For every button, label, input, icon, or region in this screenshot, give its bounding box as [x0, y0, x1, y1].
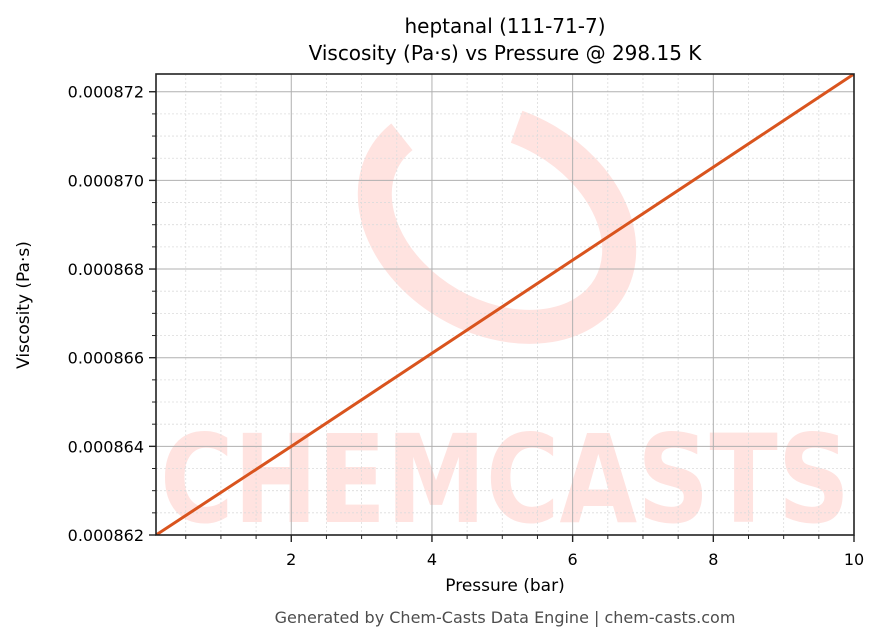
- y-axis-tick-labels: 0.000862 0.000864 0.000866 0.000868 0.000870…: [68, 83, 144, 545]
- y-tick-label: 0.000868: [68, 260, 144, 279]
- data-series: [156, 74, 854, 535]
- y-tick-label: 0.000864: [68, 437, 144, 456]
- x-tick-label: 10: [844, 550, 864, 569]
- plot-frame: [155, 73, 855, 536]
- axis-ticks: [149, 91, 855, 542]
- viscosity-line: [156, 74, 854, 535]
- y-tick-label: 0.000870: [68, 171, 144, 190]
- chart-title: heptanal (111-71-7): [404, 14, 606, 38]
- x-axis-label: Pressure (bar): [445, 576, 565, 596]
- footer-credit: Generated by Chem-Casts Data Engine | ch…: [274, 608, 736, 627]
- x-tick-label: 8: [708, 550, 718, 569]
- y-tick-label: 0.000862: [68, 526, 144, 545]
- svg-text:CHEMCASTS: CHEMCASTS: [160, 409, 850, 551]
- x-tick-label: 6: [568, 550, 578, 569]
- watermark-logo: CHEMCASTS: [160, 100, 850, 551]
- x-axis-tick-labels: 2 4 6 8 10: [286, 550, 864, 569]
- chart-subtitle: Viscosity (Pa·s) vs Pressure @ 298.15 K: [308, 41, 702, 65]
- y-tick-label: 0.000872: [68, 83, 144, 102]
- y-tick-label: 0.000866: [68, 349, 144, 368]
- y-axis-label: Viscosity (Pa·s): [14, 241, 34, 369]
- x-tick-label: 2: [286, 550, 296, 569]
- x-tick-label: 4: [427, 550, 437, 569]
- minor-gridlines: [156, 74, 854, 535]
